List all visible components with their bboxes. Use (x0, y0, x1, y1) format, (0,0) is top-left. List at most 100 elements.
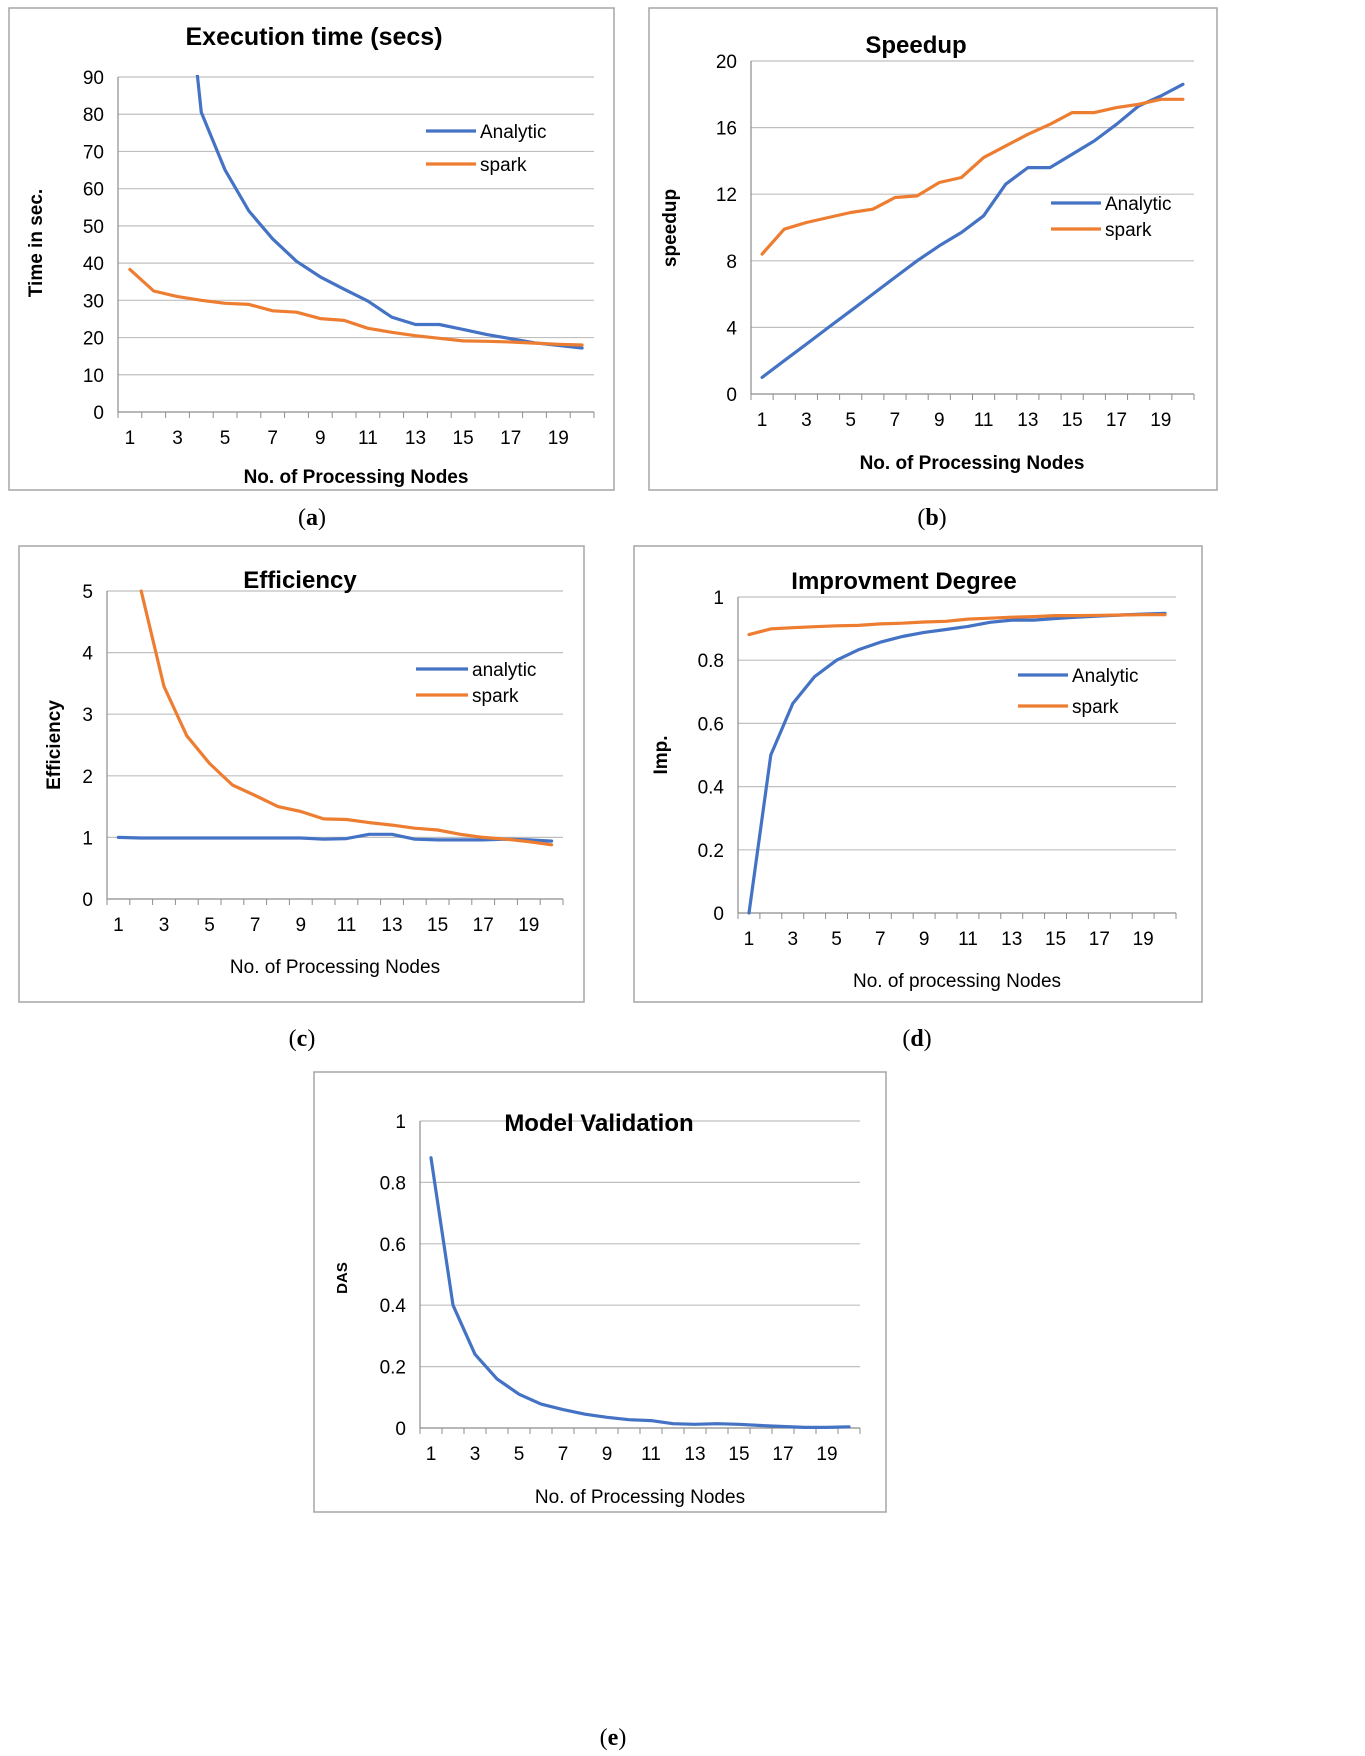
x-axis-label: No. of Processing Nodes (535, 1487, 745, 1508)
legend-label-analytic: Analytic (1072, 666, 1139, 687)
x-tick-label: 13 (1001, 929, 1022, 950)
y-tick-label: 0.8 (380, 1173, 406, 1194)
x-tick-label: 3 (787, 929, 798, 950)
y-tick-label: 20 (716, 52, 737, 73)
caption-open: ( (902, 1026, 911, 1052)
x-tick-label: 1 (426, 1444, 437, 1465)
caption-a: (a) (272, 505, 352, 532)
x-tick-label: 7 (267, 428, 278, 449)
x-axis-label: No. of Processing Nodes (244, 467, 469, 488)
x-tick-label: 11 (337, 915, 357, 936)
series-line-analytic (195, 75, 584, 350)
y-tick-label: 5 (82, 582, 93, 603)
x-tick-label: 9 (296, 915, 307, 936)
x-tick-label: 7 (875, 929, 886, 950)
y-tick-label: 1 (395, 1112, 406, 1133)
caption-close: ) (618, 1725, 627, 1751)
y-tick-label: 12 (716, 185, 737, 206)
y-axis-label: speedup (660, 189, 681, 267)
x-tick-label: 9 (602, 1444, 613, 1465)
x-tick-label: 19 (1150, 410, 1171, 431)
caption-close: ) (938, 505, 947, 531)
x-tick-label: 1 (744, 929, 755, 950)
y-tick-label: 0.6 (380, 1235, 406, 1256)
x-tick-label: 17 (500, 428, 521, 449)
x-axis-label: No. of Processing Nodes (230, 957, 440, 978)
chart-panel-improvement-degree: 0 0.2 0.4 0.6 0.8 1 1 3 5 7 9 11 13 15 17 19 Analytic spa… (633, 545, 1203, 1003)
x-tick-label: 9 (919, 929, 930, 950)
caption-c: (c) (262, 1026, 342, 1053)
y-tick-label: 1 (82, 828, 93, 849)
y-tick-label: 0.4 (380, 1296, 407, 1317)
x-tick-label: 1 (113, 915, 124, 936)
y-tick-label: 0.2 (698, 841, 724, 862)
series-line-analytic (116, 832, 554, 843)
x-tick-label: 3 (470, 1444, 481, 1465)
x-tick-label: 15 (1062, 410, 1083, 431)
x-tick-label: 3 (801, 410, 812, 431)
caption-open: ( (288, 1026, 297, 1052)
chart-frame (18, 545, 585, 1003)
x-tick-label: 15 (453, 428, 474, 449)
x-tick-label: 15 (1045, 929, 1066, 950)
y-tick-label: 0.6 (698, 714, 724, 735)
chart-title: Model Validation (504, 1110, 693, 1137)
chart-title: Efficiency (243, 567, 357, 594)
y-tick-label: 16 (716, 119, 737, 140)
y-tick-label: 60 (83, 180, 104, 201)
x-tick-label: 17 (473, 915, 494, 936)
x-tick-label: 19 (518, 915, 539, 936)
caption-open: ( (298, 505, 306, 531)
chart-improvement-degree: 00.20.40.60.811 3 5 7 9 11 13 15 17 19Analyticspa… (633, 545, 1203, 1003)
chart-panel-execution-time: 0 10 20 30 40 50 60 70 80 90 1 3 5 7 9 11 13 15 17 19 Analyt… (8, 7, 615, 491)
y-axis-label: DAS (334, 1262, 351, 1294)
y-tick-label: 20 (83, 329, 104, 350)
x-tick-label: 11 (641, 1444, 661, 1465)
y-axis-label: Time in sec. (26, 189, 47, 297)
y-tick-label: 0 (713, 904, 724, 925)
y-tick-label: 0 (726, 385, 737, 406)
x-tick-label: 11 (974, 410, 994, 431)
y-tick-label: 0 (82, 890, 93, 911)
x-tick-label: 7 (890, 410, 901, 431)
x-tick-label: 9 (934, 410, 945, 431)
y-axis-label: Efficiency (44, 700, 65, 790)
x-tick-label: 1 (125, 428, 136, 449)
caption-e: (e) (573, 1725, 653, 1752)
series-line-analytic (760, 82, 1185, 379)
caption-close: ) (923, 1026, 932, 1052)
x-tick-label: 15 (427, 915, 448, 936)
caption-d: (d) (877, 1026, 957, 1053)
x-tick-label: 7 (250, 915, 261, 936)
y-tick-label: 50 (83, 217, 104, 238)
caption-letter: e (607, 1725, 619, 1751)
chart-frame (8, 7, 615, 491)
y-tick-label: 40 (83, 254, 104, 275)
caption-close: ) (318, 505, 326, 531)
legend-label-spark: spark (1105, 220, 1152, 241)
x-tick-label: 5 (845, 410, 856, 431)
x-tick-label: 13 (684, 1444, 705, 1465)
y-tick-label: 3 (82, 705, 93, 726)
series-line-spark (139, 589, 554, 847)
caption-letter: d (910, 1026, 924, 1052)
y-tick-label: 80 (83, 105, 104, 126)
x-tick-label: 5 (514, 1444, 525, 1465)
legend-label-spark: spark (1072, 697, 1119, 718)
x-tick-label: 13 (381, 915, 402, 936)
x-tick-label: 11 (958, 929, 978, 950)
x-tick-label: 5 (831, 929, 842, 950)
y-tick-label: 30 (83, 291, 104, 312)
chart-title: Improvment Degree (791, 568, 1016, 595)
series-line-das (429, 1156, 851, 1429)
x-tick-label: 9 (315, 428, 326, 449)
chart-panel-model-validation: 0 0.2 0.4 0.6 0.8 1 1 3 5 7 9 11 13 15 17 19 Model Valid… (313, 1071, 887, 1513)
legend-label-spark: spark (480, 155, 527, 176)
chart-panel-efficiency: 0 1 2 3 4 5 1 3 5 7 9 11 13 15 17 19 analytic spark Effici… (18, 545, 585, 1003)
y-tick-label: 1 (713, 588, 724, 609)
x-tick-label: 19 (816, 1444, 837, 1465)
y-tick-label: 0 (93, 403, 104, 424)
